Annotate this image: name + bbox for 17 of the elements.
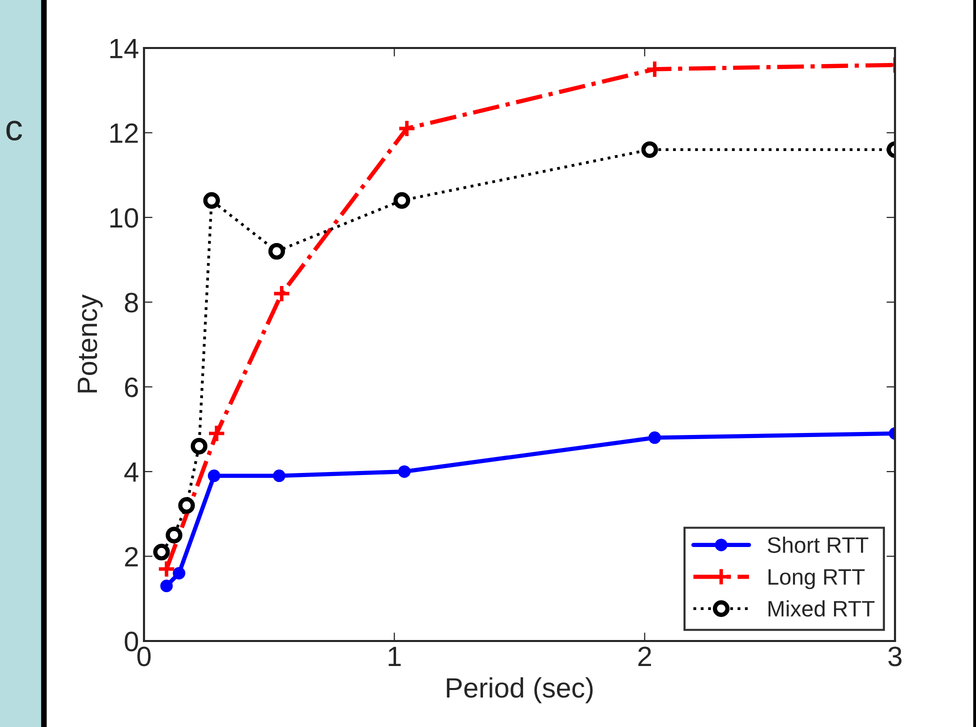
y-tick-label: 0 [124,632,138,652]
x-tick-label: 3 [888,646,902,666]
legend-label: Short RTT [768,536,868,553]
y-tick-label: 2 [125,546,138,566]
x-tick-label: 2 [638,646,651,666]
legend-label: Mixed RTT [768,600,874,617]
y-tick-label: 14 [110,38,138,58]
x-axis-title: Period (sec) [446,677,593,704]
y-tick-label: 8 [124,292,138,312]
text: c [6,120,22,141]
y-tick-label: 6 [125,378,138,398]
y-tick-label: 12 [110,123,138,143]
y-axis-title: Potency [78,294,103,392]
x-tick-label: 1 [388,646,401,666]
legend-label: Long RTT [768,569,865,590]
y-tick-label: 10 [110,208,138,228]
y-tick-label: 4 [124,462,138,482]
